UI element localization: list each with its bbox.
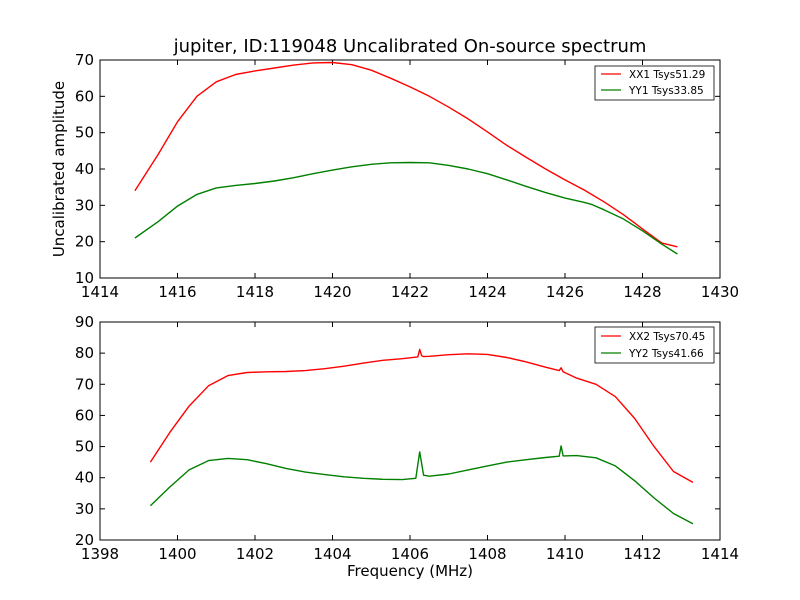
x-axis-label: Frequency (MHz) <box>347 562 473 580</box>
top-plot-frame <box>99 59 721 279</box>
x-tick-label: 1410 <box>546 545 584 563</box>
x-tick-label: 1412 <box>623 545 661 563</box>
y-tick-label: 60 <box>75 406 94 424</box>
x-tick-label: 1414 <box>701 545 739 563</box>
y-tick-label: 30 <box>75 196 94 214</box>
bottom-legend: XX2 Tsys70.45 YY2 Tsys41.66 <box>594 326 715 364</box>
bottom-series-lines <box>149 348 694 525</box>
y-tick-label: 70 <box>75 375 94 393</box>
legend-label-yy1: YY1 Tsys33.85 <box>628 85 704 97</box>
x-tick-label: 1414 <box>81 283 119 301</box>
legend-label-yy2: YY2 Tsys41.66 <box>628 348 704 360</box>
y-tick-label: 90 <box>75 313 94 331</box>
y-tick-label: 70 <box>75 51 94 69</box>
x-tick-label: 1418 <box>236 283 274 301</box>
y-tick-label: 40 <box>75 160 94 178</box>
x-tick-label: 1426 <box>546 283 584 301</box>
series-line-yy2 <box>149 445 694 525</box>
bottom-legend-box <box>594 326 715 364</box>
x-tick-label: 1404 <box>313 545 351 563</box>
y-tick-label: 20 <box>75 531 94 549</box>
x-tick-label: 1422 <box>391 283 429 301</box>
bottom-spectrum-panel: Frequency (MHz) 1398 1400 1402 1404 1406 1408… <box>75 313 739 580</box>
legend-label-xx1: XX1 Tsys51.29 <box>629 69 705 81</box>
x-tick-label: 1428 <box>623 283 661 301</box>
top-legend-box <box>594 65 715 101</box>
y-tick-label: 10 <box>75 269 94 287</box>
y-tick-label: 60 <box>75 87 94 105</box>
x-tick-label: 1430 <box>701 283 739 301</box>
series-line-yy1 <box>134 161 678 255</box>
x-tick-label: 1400 <box>158 545 196 563</box>
x-tick-label: 1398 <box>81 545 119 563</box>
legend-label-xx2: XX2 Tsys70.45 <box>629 331 705 343</box>
series-line-xx2 <box>149 348 694 484</box>
y-tick-label: 20 <box>75 233 94 251</box>
chart-title: jupiter, ID:119048 Uncalibrated On-sourc… <box>173 36 647 57</box>
x-tick-label: 1416 <box>158 283 196 301</box>
y-tick-label: 50 <box>75 438 94 456</box>
y-axis-label: Uncalibrated amplitude <box>50 81 68 257</box>
y-tick-label: 80 <box>75 344 94 362</box>
series-line-xx1 <box>134 61 678 248</box>
x-tick-label: 1420 <box>313 283 351 301</box>
x-tick-label: 1402 <box>236 545 274 563</box>
top-legend: XX1 Tsys51.29 YY1 Tsys33.85 <box>594 65 715 101</box>
y-tick-label: 40 <box>75 469 94 487</box>
bottom-plot-frame <box>99 321 721 541</box>
y-tick-label: 30 <box>75 500 94 518</box>
x-tick-label: 1406 <box>391 545 429 563</box>
top-series-lines <box>134 61 678 255</box>
x-tick-label: 1408 <box>468 545 506 563</box>
top-axis-ticks: 1414 1416 1418 1420 1422 1424 1426 1428 1430 10 20… <box>75 51 739 301</box>
top-spectrum-panel: jupiter, ID:119048 Uncalibrated On-sourc… <box>50 36 739 301</box>
bottom-axis-ticks: 1398 1400 1402 1404 1406 1408 1410 1412 1414 20 30… <box>75 313 739 563</box>
x-tick-label: 1424 <box>468 283 506 301</box>
y-tick-label: 50 <box>75 124 94 142</box>
